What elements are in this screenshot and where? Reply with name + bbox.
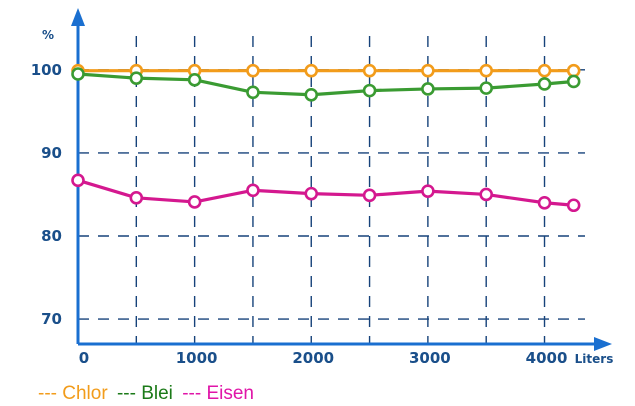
x-axis-label: Liters (575, 352, 614, 366)
y-tick-label: 70 (41, 310, 62, 328)
data-point-blei (73, 69, 84, 80)
axes (71, 8, 612, 351)
data-point-eisen (189, 196, 200, 207)
y-axis-label: % (42, 28, 54, 42)
data-point-blei (131, 73, 142, 84)
data-point-blei (364, 85, 375, 96)
data-point-blei (539, 78, 550, 89)
x-tick-label: 2000 (292, 349, 334, 367)
data-point-eisen (364, 190, 375, 201)
data-point-blei (189, 74, 200, 85)
data-point-chlor (364, 65, 375, 76)
legend-entry-eisen: --- Eisen (182, 383, 254, 404)
data-point-eisen (422, 186, 433, 197)
data-point-blei (306, 89, 317, 100)
data-point-blei (422, 83, 433, 94)
x-tick-label: 1000 (176, 349, 218, 367)
data-point-chlor (306, 65, 317, 76)
data-point-eisen (568, 200, 579, 211)
x-tick-label: 0 (79, 349, 89, 367)
data-point-eisen (247, 185, 258, 196)
x-tick-label: 3000 (409, 349, 451, 367)
y-tick-label: 100 (31, 61, 62, 79)
y-tick-label: 80 (41, 227, 62, 245)
x-tick-label: 4000 (526, 349, 568, 367)
data-point-eisen (539, 197, 550, 208)
legend: --- Chlor --- Blei --- Eisen (38, 383, 258, 405)
series-line-blei (78, 74, 574, 95)
grid-lines (78, 36, 585, 344)
data-point-blei (247, 87, 258, 98)
data-point-chlor (422, 65, 433, 76)
data-point-chlor (247, 65, 258, 76)
data-point-eisen (481, 189, 492, 200)
x-axis-arrow (594, 337, 612, 351)
legend-entry-chlor: --- Chlor (38, 383, 108, 404)
y-axis-arrow (71, 8, 85, 26)
series-layer (73, 65, 580, 211)
y-tick-label: 90 (41, 144, 62, 162)
data-point-eisen (131, 192, 142, 203)
data-point-chlor (568, 65, 579, 76)
series-line-eisen (78, 180, 574, 205)
data-point-eisen (306, 188, 317, 199)
data-point-chlor (481, 65, 492, 76)
data-point-blei (481, 83, 492, 94)
data-point-blei (568, 76, 579, 87)
data-point-eisen (73, 175, 84, 186)
legend-entry-blei: --- Blei (117, 383, 173, 404)
data-point-chlor (539, 65, 550, 76)
